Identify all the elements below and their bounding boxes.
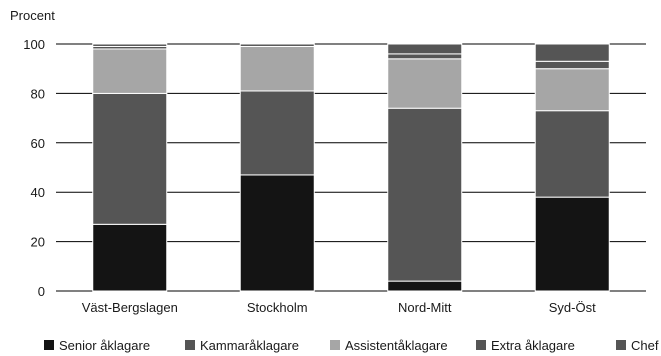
bar-segment [534, 196, 610, 292]
legend-item: Senior åklagare [44, 338, 150, 353]
y-tick-label: 60 [31, 136, 45, 151]
bar-segment [92, 43, 168, 47]
y-tick-label: 40 [31, 185, 45, 200]
legend-swatch [185, 340, 195, 350]
bar-segment [534, 68, 610, 112]
category-labels: Väst-Bergslagen Stockholm Nord-Mitt Syd-Öst [82, 300, 596, 315]
legend-label: Extra åklagare [491, 338, 575, 353]
y-tick-label: 0 [38, 284, 45, 299]
category-label: Nord-Mitt [398, 300, 452, 315]
bar-segment [387, 58, 463, 109]
legend: Senior åklagare Kammaråklagare Assistentåk… [44, 338, 659, 353]
y-axis-label: Procent [10, 8, 55, 23]
category-label: Väst-Bergslagen [82, 300, 178, 315]
bar-segment [239, 174, 315, 292]
legend-swatch [476, 340, 486, 350]
bars [92, 43, 610, 292]
bar-segment [534, 60, 610, 70]
category-label: Syd-Öst [549, 300, 596, 315]
y-tick-label: 20 [31, 235, 45, 250]
legend-item: Extra åklagare [476, 338, 575, 353]
bar-segment [92, 92, 168, 225]
bar-segment [534, 110, 610, 198]
legend-item: Assistentåklagare [330, 338, 448, 353]
legend-label: Kammaråklagare [200, 338, 299, 353]
legend-item: Chef [616, 338, 659, 353]
bar-segment [92, 223, 168, 292]
legend-label: Assistentåklagare [345, 338, 448, 353]
bar-segment [239, 45, 315, 92]
category-label: Stockholm [247, 300, 308, 315]
bar-segment [239, 90, 315, 176]
bar-segment [387, 280, 463, 292]
bar-segment [239, 43, 315, 47]
legend-swatch [616, 340, 626, 350]
legend-swatch [44, 340, 54, 350]
y-tick-label: 80 [31, 86, 45, 101]
bar-segment [387, 53, 463, 60]
legend-swatch [330, 340, 340, 350]
bar-segment [387, 107, 463, 282]
bar-segment [387, 43, 463, 55]
bar-segment [534, 43, 610, 62]
bar-segment [92, 48, 168, 94]
y-tick-label: 100 [23, 37, 45, 52]
y-tick-labels: 0 20 40 60 80 100 [23, 37, 45, 299]
legend-label: Senior åklagare [59, 338, 150, 353]
legend-label: Chef [631, 338, 659, 353]
legend-item: Kammaråklagare [185, 338, 299, 353]
